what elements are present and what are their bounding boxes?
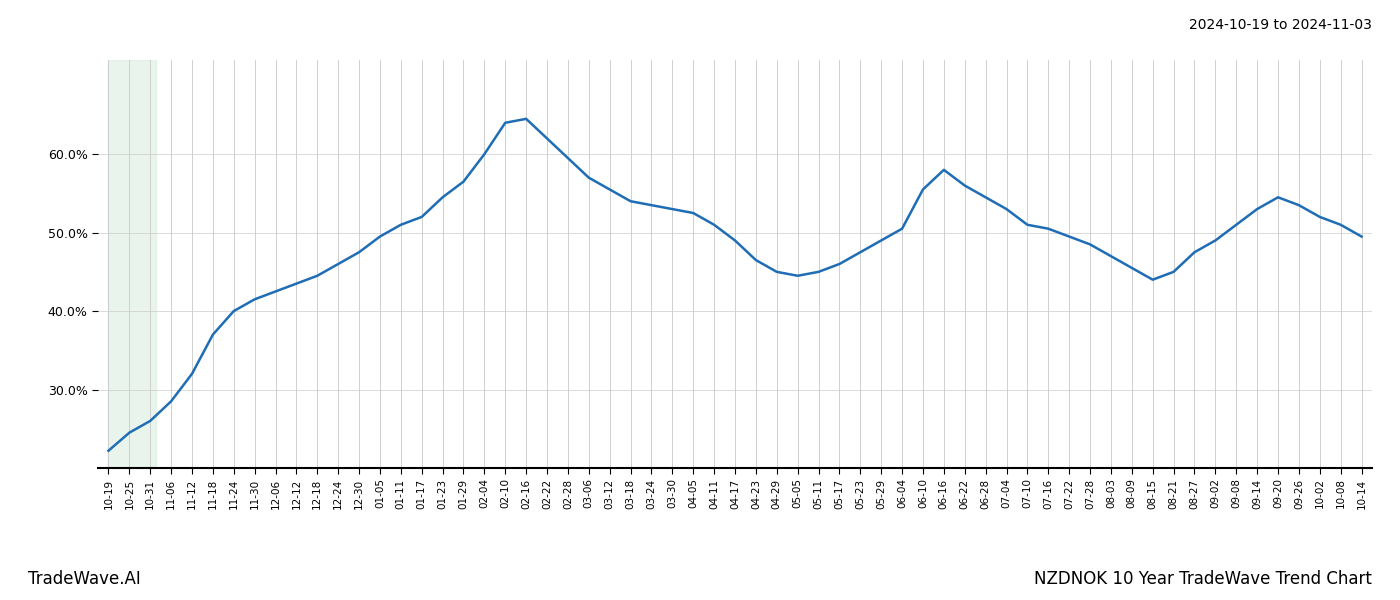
Text: NZDNOK 10 Year TradeWave Trend Chart: NZDNOK 10 Year TradeWave Trend Chart xyxy=(1035,570,1372,588)
Text: TradeWave.AI: TradeWave.AI xyxy=(28,570,141,588)
Text: 2024-10-19 to 2024-11-03: 2024-10-19 to 2024-11-03 xyxy=(1189,18,1372,32)
Bar xyxy=(108,60,157,468)
